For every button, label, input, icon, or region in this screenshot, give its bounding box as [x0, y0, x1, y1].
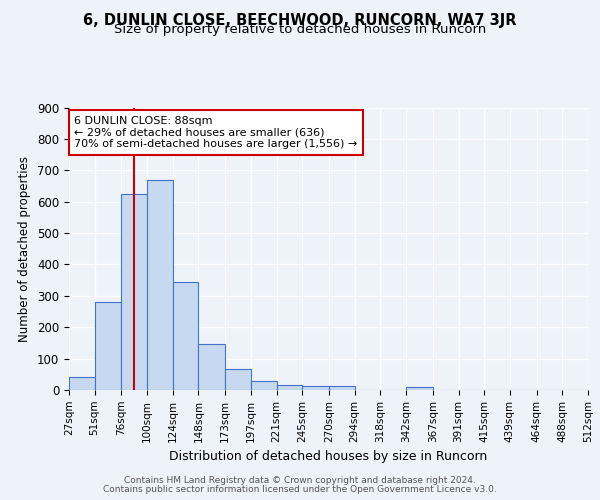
Bar [302, 386, 329, 390]
Bar [69, 376, 95, 390]
X-axis label: Distribution of detached houses by size in Runcorn: Distribution of detached houses by size … [169, 450, 488, 463]
Y-axis label: Number of detached properties: Number of detached properties [19, 156, 31, 342]
Text: Contains HM Land Registry data © Crown copyright and database right 2024.: Contains HM Land Registry data © Crown c… [124, 476, 476, 485]
Bar [406, 387, 433, 390]
Bar [147, 180, 173, 390]
Text: 6 DUNLIN CLOSE: 88sqm
← 29% of detached houses are smaller (636)
70% of semi-det: 6 DUNLIN CLOSE: 88sqm ← 29% of detached … [74, 116, 358, 149]
Bar [173, 282, 199, 390]
Bar [225, 368, 251, 390]
Bar [199, 344, 225, 390]
Text: Size of property relative to detached houses in Runcorn: Size of property relative to detached ho… [114, 24, 486, 36]
Text: Contains public sector information licensed under the Open Government Licence v3: Contains public sector information licen… [103, 485, 497, 494]
Bar [277, 386, 302, 390]
Bar [251, 380, 277, 390]
Text: 6, DUNLIN CLOSE, BEECHWOOD, RUNCORN, WA7 3JR: 6, DUNLIN CLOSE, BEECHWOOD, RUNCORN, WA7… [83, 12, 517, 28]
Bar [95, 302, 121, 390]
Bar [329, 386, 355, 390]
Bar [121, 194, 147, 390]
